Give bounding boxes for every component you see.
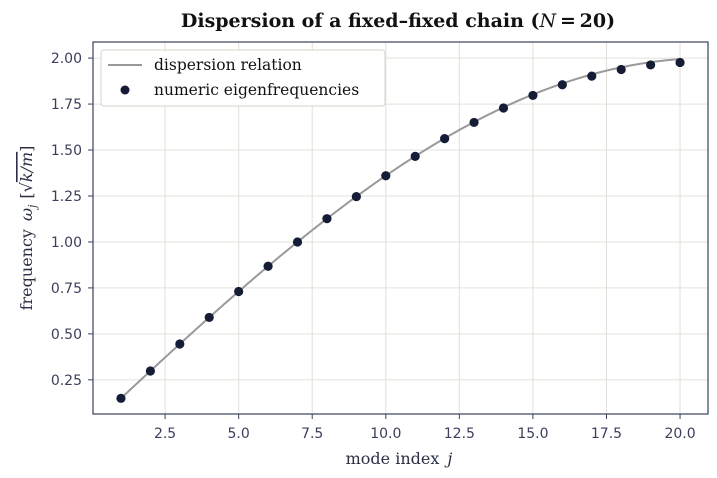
eigenfrequency-point-20 [675, 57, 685, 68]
eigenfrequency-point-17 [587, 71, 597, 81]
eigenfrequency-point-11 [410, 151, 420, 162]
eigenfrequency-point-9 [351, 191, 361, 202]
x-tick-label-2: 7.5 [301, 426, 323, 442]
x-tick-label-3: 10.0 [370, 426, 401, 442]
eigenfrequency-point-6 [263, 261, 273, 271]
y-tick-label-5: 1.50 [51, 143, 82, 159]
y-tick-label-7: 2.00 [51, 51, 82, 67]
eigenfrequency-point-14 [498, 103, 509, 113]
eigenfrequency-point-18 [616, 64, 626, 75]
chart-title: Dispersion of a fixed–fixed chain (N = 2… [181, 10, 615, 32]
eigenfrequency-point-13 [469, 117, 479, 128]
x-tick-label-7: 20.0 [664, 426, 695, 442]
x-axis-ticks: 2.5 5.0 7.5 10.0 12.5 15.0 17.5 20.0 [154, 414, 696, 442]
plot-frame [92, 41, 709, 415]
y-tick-label-1: 0.50 [51, 327, 82, 343]
y-axis-ticks: 0.25 0.50 0.75 1.00 1.25 1.50 1.75 2.00 [51, 51, 93, 389]
legend-label-dispersion: dispersion relation [154, 56, 302, 74]
axes-frame [92, 41, 709, 415]
eigenfrequency-point-5 [234, 286, 244, 297]
y-tick-label-6: 1.75 [51, 97, 82, 113]
x-tick-label-0: 2.5 [154, 426, 176, 442]
legend-label-numeric: numeric eigenfrequencies [154, 81, 359, 99]
legend: dispersion relation numeric eigenfrequen… [100, 49, 386, 107]
series-numeric-eigenfrequencies [116, 57, 685, 403]
eigenfrequency-point-12 [440, 133, 450, 144]
x-tick-label-4: 12.5 [444, 426, 475, 442]
series-dispersion-relation [120, 58, 681, 400]
x-tick-label-5: 15.0 [517, 426, 548, 442]
eigenfrequency-point-7 [292, 237, 303, 247]
legend-box [100, 49, 386, 107]
eigenfrequency-point-2 [145, 366, 155, 376]
eigenfrequency-point-8 [322, 214, 332, 224]
dispersion-curve [120, 58, 681, 400]
eigenfrequency-point-10 [381, 171, 391, 181]
y-tick-label-3: 1.00 [51, 235, 82, 251]
eigenfrequency-point-1 [116, 393, 126, 403]
eigenfrequency-point-4 [204, 312, 214, 323]
eigenfrequency-point-16 [557, 80, 567, 90]
x-axis-label: mode index j [346, 449, 453, 468]
eigenfrequency-point-15 [528, 90, 538, 101]
grid [93, 42, 708, 414]
y-tick-label-4: 1.25 [51, 189, 82, 205]
y-tick-label-0: 0.25 [51, 373, 82, 389]
y-tick-label-2: 0.75 [51, 281, 82, 297]
eigenfrequency-point-3 [175, 339, 185, 349]
y-axis-label: frequencyωj[√k/m] [17, 146, 39, 311]
legend-marker-swatch [120, 85, 130, 95]
x-tick-label-6: 17.5 [591, 426, 622, 442]
eigenfrequency-point-19 [646, 60, 656, 70]
x-tick-label-1: 5.0 [228, 426, 250, 442]
